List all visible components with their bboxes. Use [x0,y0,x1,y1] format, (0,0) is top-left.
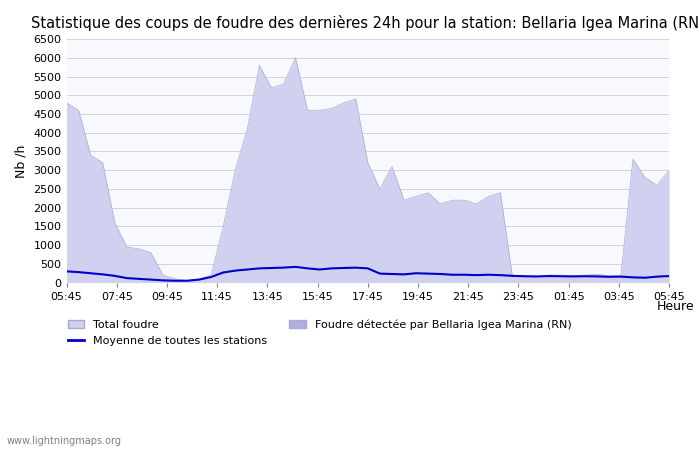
Moyenne de toutes les stations [207,274,216,280]
Moyenne de toutes les stations [62,269,71,274]
Moyenne de toutes les stations [484,272,493,278]
Moyenne de toutes les stations [665,273,673,279]
Y-axis label: Nb /h: Nb /h [15,144,28,178]
Title: Statistique des coups de foudre des dernières 24h pour la station: Bellaria Igea: Statistique des coups de foudre des dern… [31,15,700,31]
Line: Moyenne de toutes les stations: Moyenne de toutes les stations [66,267,669,281]
Moyenne de toutes les stations [653,274,662,279]
Moyenne de toutes les stations [291,264,300,270]
Moyenne de toutes les stations [171,278,179,284]
Moyenne de toutes les stations [520,274,528,279]
Moyenne de toutes les stations [267,266,276,271]
X-axis label: Heure: Heure [657,300,694,313]
Legend: Total foudre, Moyenne de toutes les stations, Foudre détectée par Bellaria Igea : Total foudre, Moyenne de toutes les stat… [63,315,576,350]
Text: www.lightningmaps.org: www.lightningmaps.org [7,436,122,446]
Moyenne de toutes les stations [256,266,264,271]
